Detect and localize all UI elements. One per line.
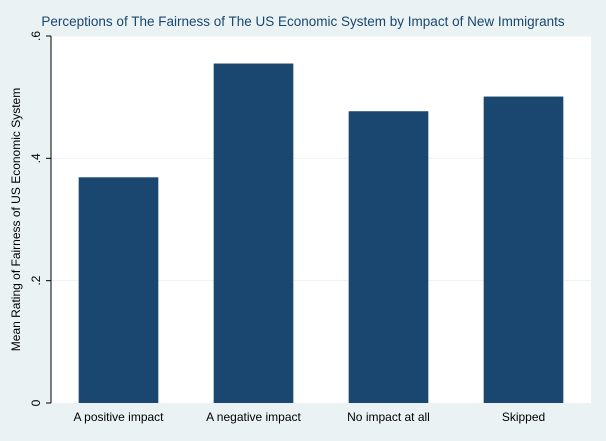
y-tick-label: 0 <box>29 399 43 406</box>
x-axis-ticks: A positive impact A negative impact No imp… <box>73 410 545 424</box>
y-tick-label: .6 <box>29 31 43 41</box>
bar <box>78 177 159 403</box>
bar <box>483 96 564 404</box>
y-axis-label: Mean Rating of Fairness of US Economic S… <box>9 88 23 351</box>
chart-title: Perceptions of The Fairness of The US Ec… <box>41 14 564 29</box>
x-tick-label: Skipped <box>502 410 545 424</box>
y-tick-label: .2 <box>29 275 43 285</box>
y-tick-label: .4 <box>29 153 43 163</box>
x-tick-label: A negative impact <box>206 410 301 424</box>
bar <box>213 63 294 404</box>
y-axis-ticks: 0 .2 .4 .6 <box>29 31 51 406</box>
x-tick-label: A positive impact <box>73 410 164 424</box>
bars <box>78 63 564 404</box>
bar <box>348 111 429 404</box>
x-tick-label: No impact at all <box>347 410 430 424</box>
